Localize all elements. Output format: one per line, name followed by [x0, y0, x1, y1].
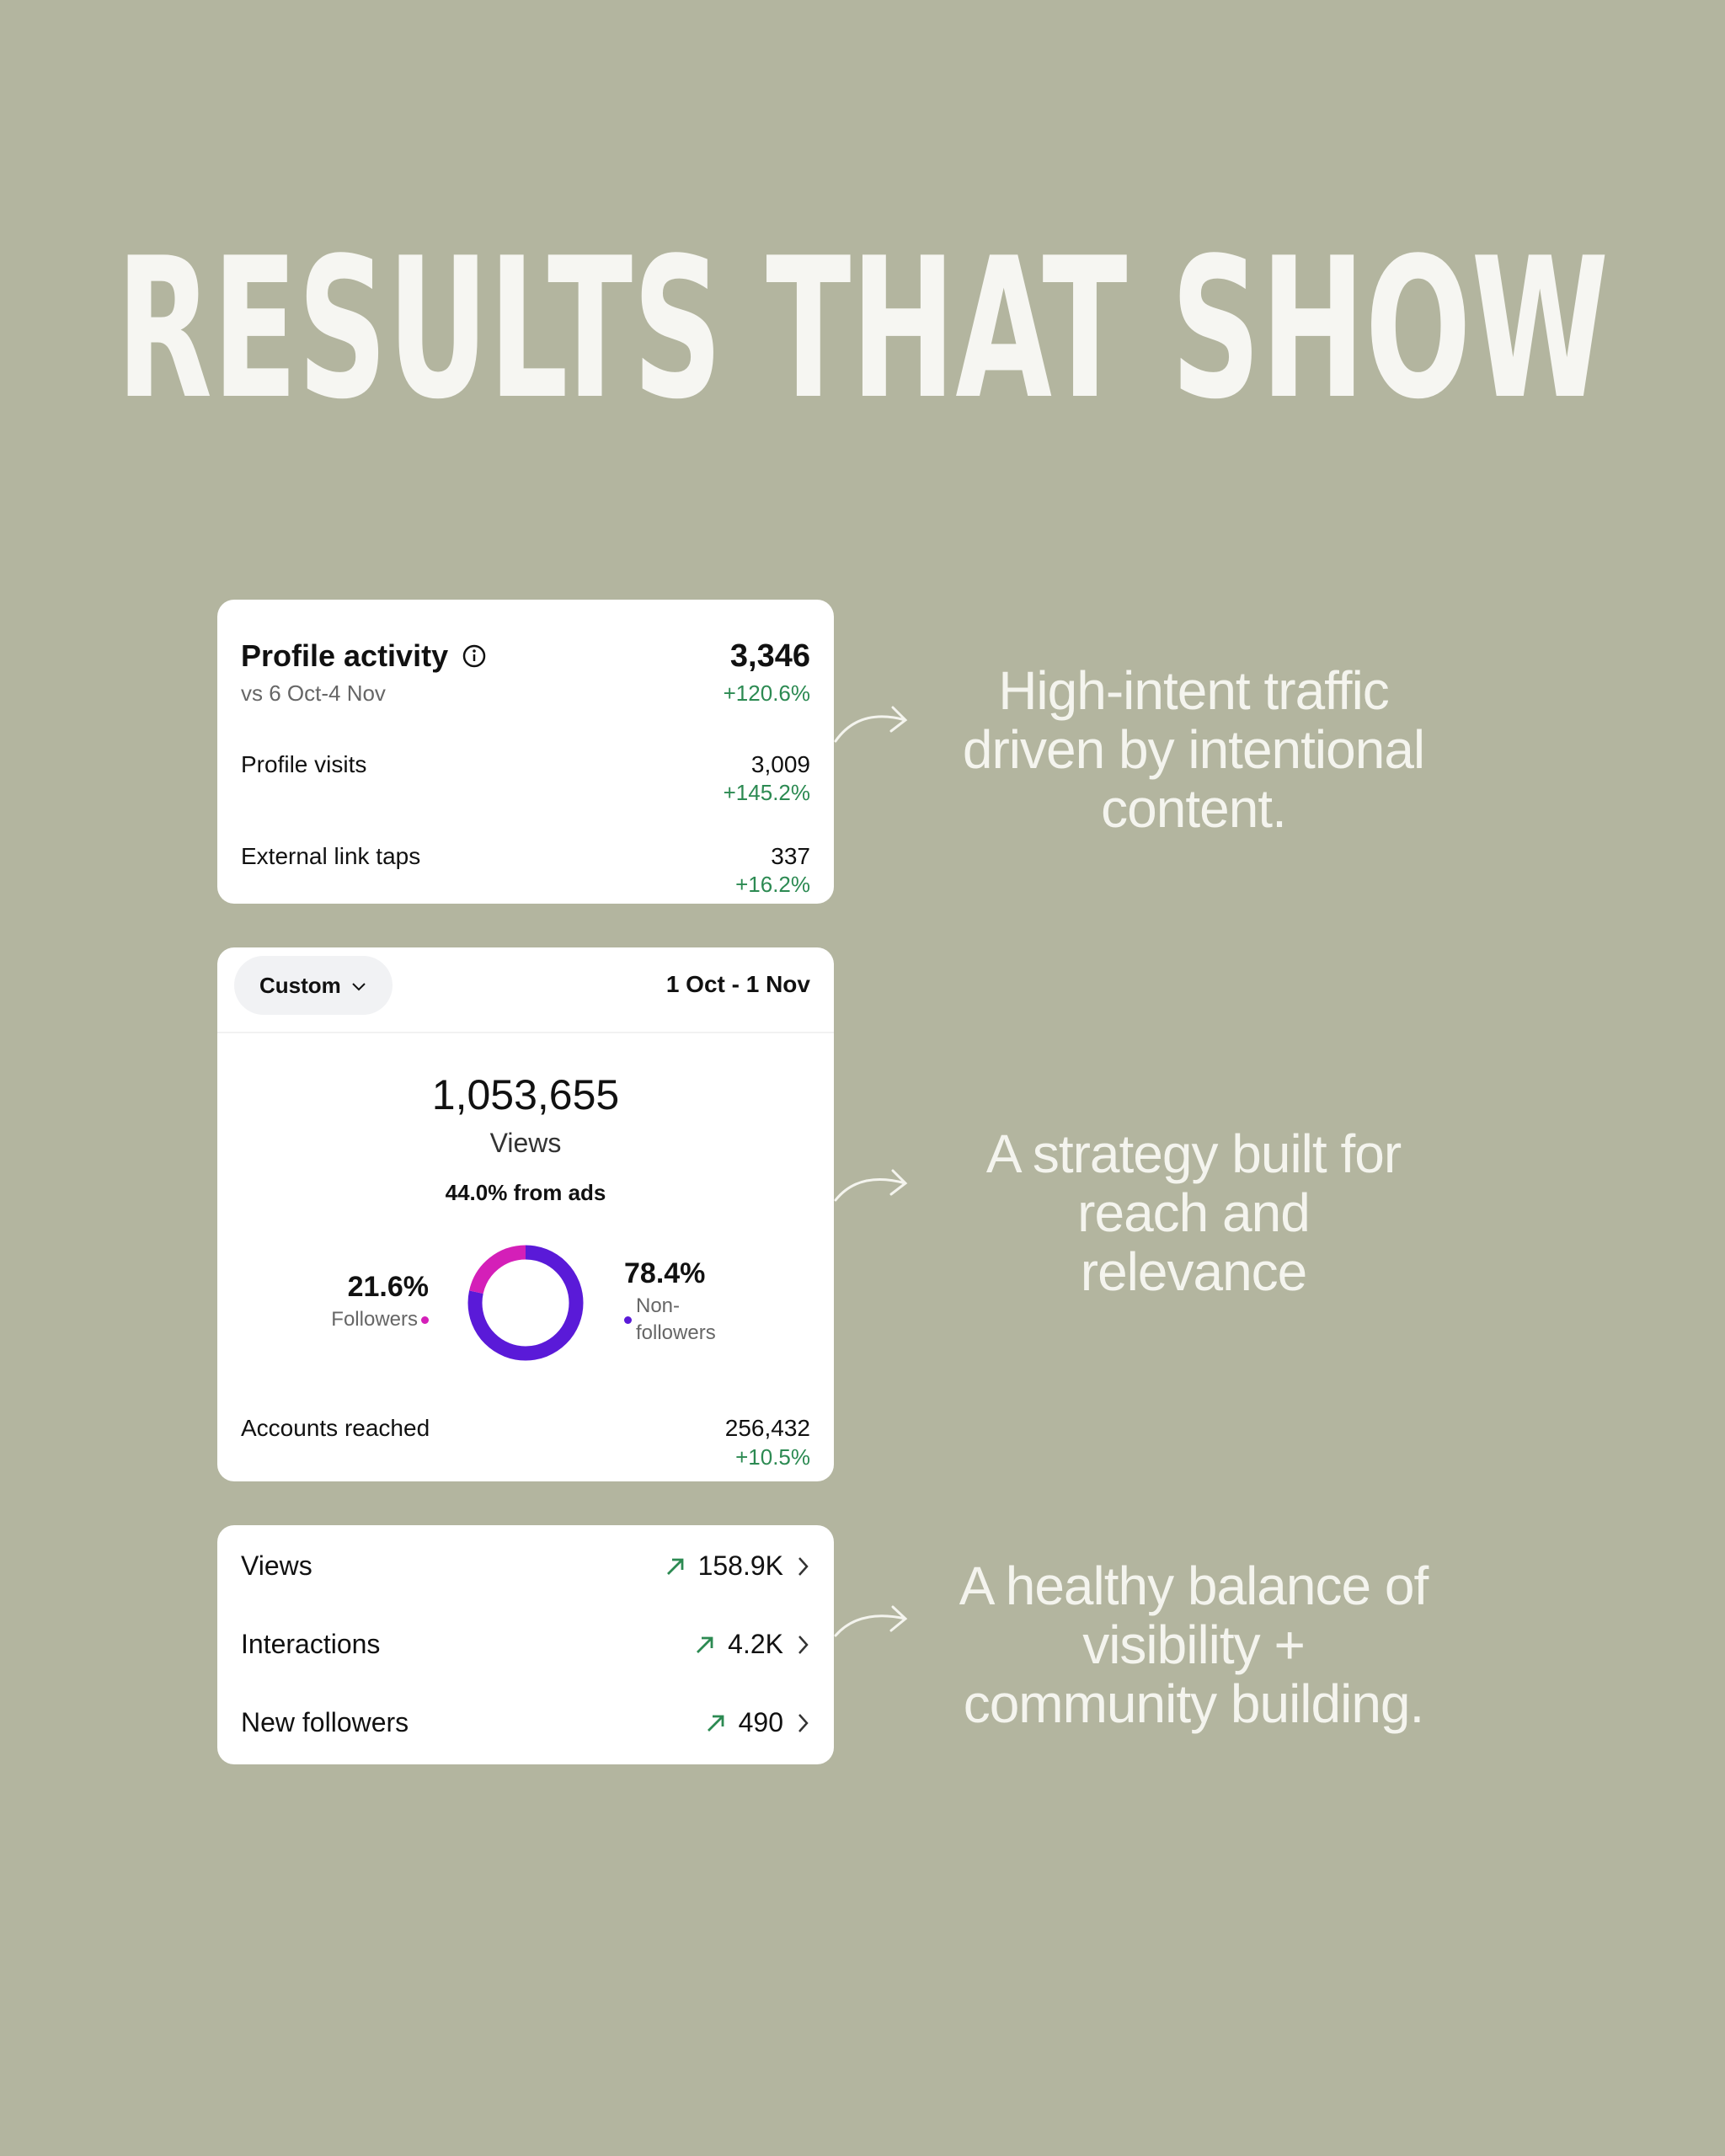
row-value: 4.2K: [728, 1629, 783, 1659]
caption: High-intent traffic driven by intentional…: [941, 661, 1446, 838]
segment-name: Followers: [331, 1308, 418, 1331]
chevron-down: [352, 983, 366, 991]
arrow: [834, 706, 908, 743]
ads-note: 44.0% from ads: [445, 1180, 606, 1205]
row-label: Interactions: [241, 1629, 381, 1659]
segment-name: Non-followers: [636, 1294, 716, 1344]
caption: A strategy built for reach and relevance: [941, 1124, 1446, 1301]
chevron-right[interactable]: [795, 1633, 810, 1657]
headline: RESULTS THAT SHOW: [116, 217, 1609, 442]
segment-percent: 21.6%: [347, 1271, 429, 1303]
row-value: 256,432: [724, 1415, 810, 1441]
card-title: Profile activity: [241, 638, 487, 674]
legend-dot: [624, 1316, 632, 1324]
chevron-right[interactable]: [795, 1555, 810, 1578]
row-value-group: 158.9K: [665, 1550, 810, 1582]
chevron-right[interactable]: [795, 1711, 810, 1735]
row-label: Accounts reached: [241, 1415, 430, 1441]
row-label: Views: [241, 1550, 312, 1581]
row-label: Profile visits: [241, 751, 367, 777]
comparison: vs 6 Oct-4 Nov: [241, 680, 386, 706]
row-change: +16.2%: [735, 872, 810, 897]
caption-line: community building.: [963, 1673, 1425, 1734]
row-value-group: 490: [705, 1707, 810, 1738]
caption-line: driven by intentional: [962, 719, 1425, 780]
total-change: +120.6%: [723, 680, 810, 706]
segment-legend: Followers: [331, 1308, 429, 1331]
caption: A healthy balance of visibility + communit…: [941, 1556, 1446, 1733]
trend-up-icon: [707, 1715, 724, 1732]
row-label: New followers: [241, 1707, 409, 1737]
caption-line: A strategy built for: [985, 1123, 1402, 1184]
arrows: [834, 706, 908, 1637]
arrow: [834, 1169, 908, 1202]
donut-segment: [467, 1245, 584, 1361]
trend-up-icon: [666, 1558, 683, 1575]
info-icon: [462, 644, 486, 668]
row-change: +10.5%: [735, 1444, 810, 1470]
separator: [217, 1032, 834, 1033]
title-layer: RESULTS THAT SHOW: [116, 217, 1609, 442]
card-title-text: Profile activity: [241, 638, 449, 673]
segment-percent: 78.4%: [624, 1257, 706, 1289]
trend-up-icon: [697, 1636, 713, 1653]
row-value: 3,009: [750, 751, 810, 777]
row-value: 490: [738, 1707, 783, 1737]
caption-line: visibility +: [1082, 1614, 1306, 1675]
caption-line: content.: [1101, 778, 1287, 839]
filter-text: Custom: [259, 973, 341, 998]
row-value: 337: [771, 843, 810, 869]
overview-card: Views 158.9K Interactions 4.2K New followers…: [217, 1525, 834, 1764]
legend-dot: [421, 1316, 429, 1324]
date-range: 1 Oct - 1 Nov: [665, 971, 810, 997]
arrow: [834, 1605, 908, 1637]
row-label: External link taps: [241, 843, 421, 869]
caption-line: relevance: [1080, 1241, 1308, 1302]
views-card: Custom 1 Oct - 1 Nov 1,053,655 Views 44.…: [217, 947, 834, 1481]
caption-line: reach and: [1077, 1182, 1311, 1243]
donut-chart: [467, 1245, 584, 1361]
total: 3,346: [729, 638, 810, 674]
filter-pill[interactable]: Custom: [234, 956, 393, 1015]
row-value: 158.9K: [697, 1550, 783, 1581]
row-change: +145.2%: [723, 780, 810, 805]
views-label: Views: [489, 1128, 562, 1158]
caption-line: A healthy balance of: [959, 1556, 1429, 1616]
views-total: 1,053,655: [431, 1071, 620, 1118]
caption-line: High-intent traffic: [998, 660, 1390, 721]
row-value-group: 4.2K: [694, 1629, 810, 1660]
profile-activity-card: Profile activity vs 6 Oct-4 Nov 3,346 +1…: [217, 600, 834, 904]
